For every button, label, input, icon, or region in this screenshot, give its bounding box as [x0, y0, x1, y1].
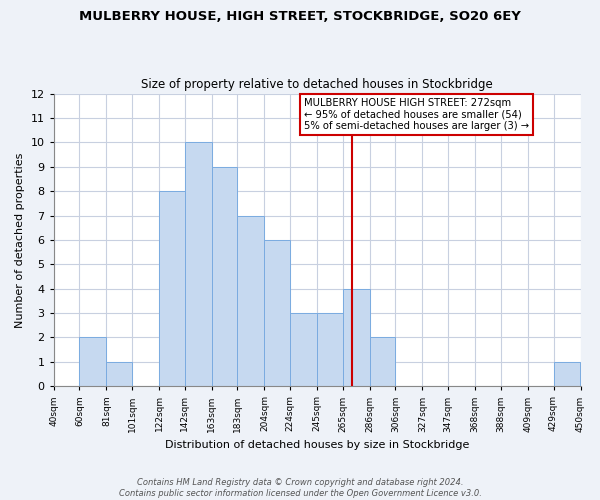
Bar	[185, 142, 212, 386]
Bar	[106, 362, 132, 386]
X-axis label: Distribution of detached houses by size in Stockbridge: Distribution of detached houses by size …	[165, 440, 469, 450]
Bar	[343, 288, 370, 386]
Bar	[265, 240, 290, 386]
Bar	[317, 313, 343, 386]
Bar	[554, 362, 580, 386]
Text: MULBERRY HOUSE, HIGH STREET, STOCKBRIDGE, SO20 6EY: MULBERRY HOUSE, HIGH STREET, STOCKBRIDGE…	[79, 10, 521, 23]
Bar	[212, 166, 238, 386]
Text: Contains HM Land Registry data © Crown copyright and database right 2024.
Contai: Contains HM Land Registry data © Crown c…	[119, 478, 481, 498]
Text: MULBERRY HOUSE HIGH STREET: 272sqm
← 95% of detached houses are smaller (54)
5% : MULBERRY HOUSE HIGH STREET: 272sqm ← 95%…	[304, 98, 529, 131]
Bar	[370, 338, 395, 386]
Bar	[290, 313, 317, 386]
Y-axis label: Number of detached properties: Number of detached properties	[15, 152, 25, 328]
Bar	[159, 191, 185, 386]
Bar	[79, 338, 106, 386]
Bar	[238, 216, 265, 386]
Title: Size of property relative to detached houses in Stockbridge: Size of property relative to detached ho…	[141, 78, 493, 91]
